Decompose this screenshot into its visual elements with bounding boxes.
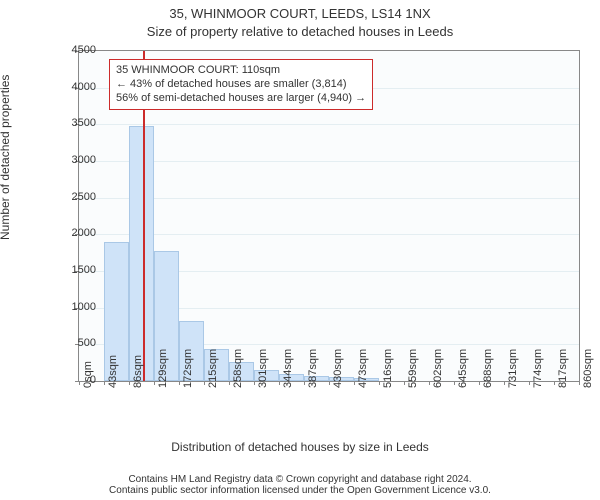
xtick-label: 731sqm: [507, 349, 519, 388]
ytick-label: 2000: [36, 227, 96, 239]
plot-area: 35 WHINMOOR COURT: 110sqm ← 43% of detac…: [78, 50, 580, 382]
xtick-mark: [579, 381, 580, 385]
xtick-mark: [204, 381, 205, 385]
xtick-mark: [254, 381, 255, 385]
x-axis-label: Distribution of detached houses by size …: [0, 440, 600, 454]
xtick-mark: [454, 381, 455, 385]
xtick-mark: [404, 381, 405, 385]
xtick-label: 301sqm: [257, 349, 269, 388]
gridline: [79, 124, 579, 125]
ytick-label: 500: [36, 337, 96, 349]
footer-line2: Contains public sector information licen…: [0, 485, 600, 496]
annotation-line2: ← 43% of detached houses are smaller (3,…: [116, 78, 366, 92]
footer: Contains HM Land Registry data © Crown c…: [0, 474, 600, 496]
xtick-label: 860sqm: [582, 349, 594, 388]
xtick-label: 559sqm: [407, 349, 419, 388]
xtick-mark: [479, 381, 480, 385]
gridline: [79, 198, 579, 199]
xtick-label: 387sqm: [307, 349, 319, 388]
xtick-label: 817sqm: [557, 349, 569, 388]
xtick-label: 688sqm: [482, 349, 494, 388]
y-axis-label: Number of detached properties: [0, 75, 12, 240]
xtick-label: 516sqm: [382, 349, 394, 388]
xtick-label: 215sqm: [207, 349, 219, 388]
ytick-label: 3000: [36, 154, 96, 166]
xtick-mark: [504, 381, 505, 385]
xtick-mark: [554, 381, 555, 385]
xtick-mark: [104, 381, 105, 385]
gridline: [79, 234, 579, 235]
title-sub: Size of property relative to detached ho…: [0, 24, 600, 39]
xtick-label: 344sqm: [282, 349, 294, 388]
ytick-label: 2500: [36, 191, 96, 203]
annotation-line1: 35 WHINMOOR COURT: 110sqm: [116, 64, 366, 78]
xtick-label: 602sqm: [432, 349, 444, 388]
xtick-mark: [129, 381, 130, 385]
xtick-label: 473sqm: [357, 349, 369, 388]
annotation-line3: 56% of semi-detached houses are larger (…: [116, 92, 366, 106]
xtick-mark: [229, 381, 230, 385]
xtick-label: 172sqm: [182, 349, 194, 388]
ytick-label: 3500: [36, 117, 96, 129]
footer-line1: Contains HM Land Registry data © Crown c…: [0, 474, 600, 485]
annotation-box: 35 WHINMOOR COURT: 110sqm ← 43% of detac…: [109, 59, 373, 110]
ytick-label: 1000: [36, 301, 96, 313]
xtick-mark: [279, 381, 280, 385]
xtick-mark: [304, 381, 305, 385]
ytick-label: 4000: [36, 81, 96, 93]
xtick-label: 86sqm: [132, 355, 144, 388]
ytick-label: 4500: [36, 44, 96, 56]
gridline: [79, 161, 579, 162]
xtick-mark: [529, 381, 530, 385]
xtick-mark: [354, 381, 355, 385]
title-main: 35, WHINMOOR COURT, LEEDS, LS14 1NX: [0, 6, 600, 21]
xtick-mark: [329, 381, 330, 385]
xtick-mark: [379, 381, 380, 385]
histogram-bar: [129, 126, 154, 381]
xtick-label: 774sqm: [532, 349, 544, 388]
xtick-label: 258sqm: [232, 349, 244, 388]
xtick-label: 129sqm: [157, 349, 169, 388]
xtick-mark: [154, 381, 155, 385]
xtick-label: 0sqm: [82, 361, 94, 388]
xtick-label: 645sqm: [457, 349, 469, 388]
figure: 35, WHINMOOR COURT, LEEDS, LS14 1NX Size…: [0, 0, 600, 500]
xtick-mark: [179, 381, 180, 385]
xtick-mark: [429, 381, 430, 385]
xtick-label: 43sqm: [107, 355, 119, 388]
xtick-label: 430sqm: [332, 349, 344, 388]
ytick-label: 1500: [36, 264, 96, 276]
